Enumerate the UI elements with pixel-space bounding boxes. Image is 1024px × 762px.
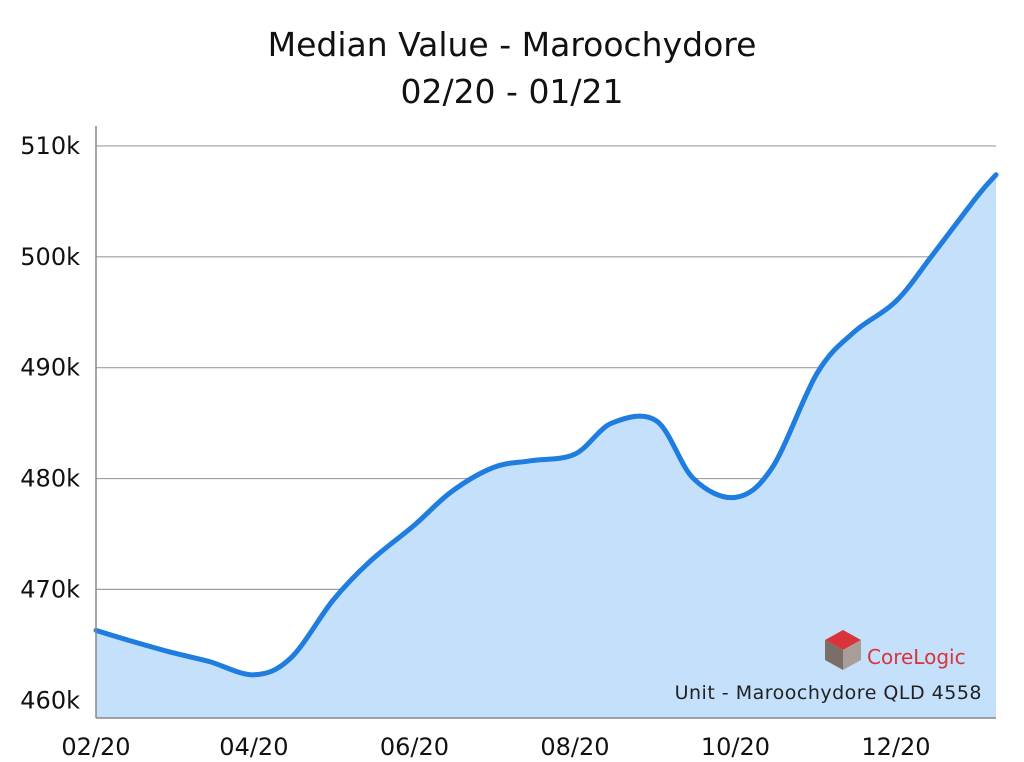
y-tick-label: 490k bbox=[20, 354, 80, 382]
x-tick-label: 02/20 bbox=[61, 733, 130, 761]
y-tick-label: 470k bbox=[20, 575, 80, 603]
x-axis-ticks: 02/20 04/20 06/20 08/20 10/20 12/20 bbox=[61, 733, 930, 761]
logo-cube-left bbox=[825, 640, 843, 670]
series-area-fill bbox=[96, 174, 996, 719]
chart-title: Median Value - Maroochydore bbox=[268, 25, 757, 64]
x-tick-label: 12/20 bbox=[861, 733, 930, 761]
corelogic-logo: CoreLogic bbox=[825, 630, 966, 670]
y-tick-label: 510k bbox=[20, 132, 80, 160]
y-tick-label: 460k bbox=[20, 686, 80, 714]
x-tick-label: 08/20 bbox=[540, 733, 609, 761]
y-tick-label: 500k bbox=[20, 243, 80, 271]
brand-name: CoreLogic bbox=[867, 645, 966, 669]
x-tick-label: 04/20 bbox=[219, 733, 288, 761]
chart-subtitle: 02/20 - 01/21 bbox=[400, 72, 623, 111]
series-line bbox=[93, 172, 999, 678]
x-tick-label: 10/20 bbox=[701, 733, 770, 761]
x-tick-label: 06/20 bbox=[380, 733, 449, 761]
y-tick-label: 480k bbox=[20, 465, 80, 493]
plot-area bbox=[93, 172, 999, 719]
logo-cube-right bbox=[843, 640, 861, 670]
axes bbox=[95, 126, 996, 719]
location-caption: Unit - Maroochydore QLD 4558 bbox=[675, 682, 982, 704]
y-axis-ticks: 460k 470k 480k 490k 500k 510k bbox=[20, 132, 80, 714]
